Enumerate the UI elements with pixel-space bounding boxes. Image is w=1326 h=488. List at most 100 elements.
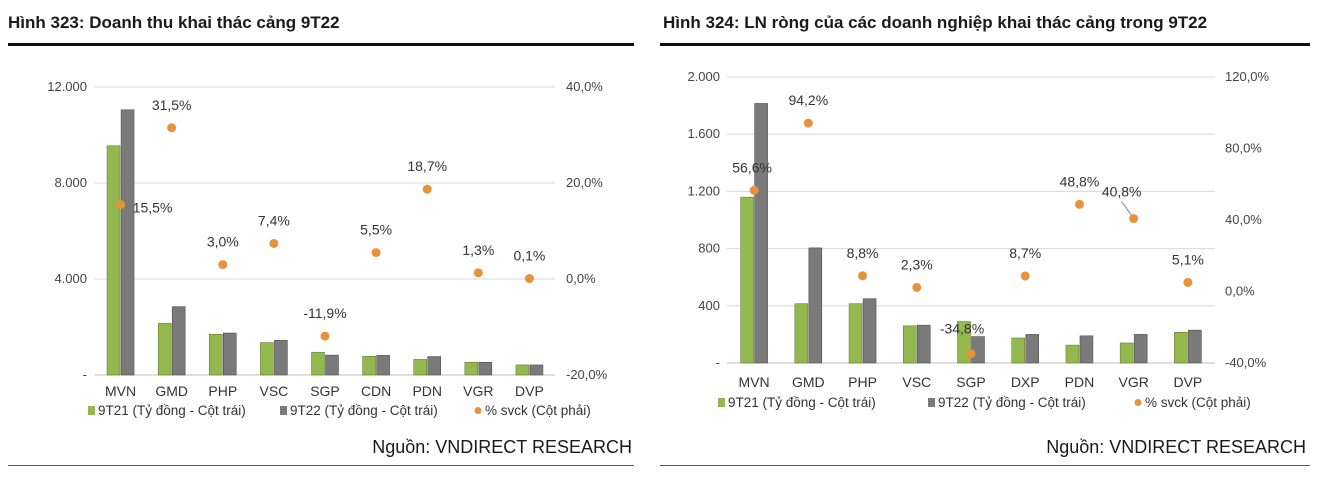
y-left-tick-label: 12.000 <box>47 79 87 94</box>
bar-9t21 <box>311 351 325 376</box>
chart-panel-net-profit: Hình 324: LN ròng của các doanh nghiệp k… <box>655 0 1326 488</box>
legend-label-9t22: 9T22 (Tỷ đồng - Cột trái) <box>938 395 1086 410</box>
growth-data-label: 48,8% <box>1060 173 1100 189</box>
x-category-label: DXP <box>1011 374 1040 390</box>
growth-data-label: 18,7% <box>407 158 447 174</box>
x-category-label: SGP <box>310 383 340 399</box>
bar-9t22 <box>325 354 339 376</box>
growth-point <box>473 268 483 278</box>
growth-point <box>1183 277 1193 287</box>
growth-data-label: -34,8% <box>940 321 984 337</box>
bar-9t22 <box>171 306 186 376</box>
y-right-tick-label: 40,0% <box>1225 212 1262 227</box>
bar-9t21 <box>464 362 479 376</box>
bar-9t22 <box>971 336 985 364</box>
chart-panel-revenue: Hình 323: Doanh thu khai thác cảng 9T22 … <box>0 0 650 488</box>
growth-point <box>116 200 126 210</box>
footer-rule <box>8 465 634 466</box>
bar-9t21 <box>794 303 809 364</box>
y-right-tick-label: -20,0% <box>566 367 608 382</box>
chart-title: Hình 324: LN ròng của các doanh nghiệp k… <box>663 13 1208 32</box>
growth-data-label: 3,0% <box>207 234 239 250</box>
growth-data-label: 5,5% <box>360 222 392 238</box>
growth-point <box>966 349 976 359</box>
legend-label-9t21: 9T21 (Tỷ đồng - Cột trái) <box>728 395 876 410</box>
growth-point <box>218 260 228 270</box>
bar-9t22 <box>1079 335 1094 364</box>
bar-9t22 <box>274 339 288 376</box>
x-category-label: DVP <box>515 383 544 399</box>
title-rule <box>8 43 634 46</box>
x-category-label: PHP <box>848 374 877 390</box>
x-category-label: VSC <box>902 374 931 390</box>
growth-point <box>320 331 330 341</box>
bar-9t21 <box>209 333 223 376</box>
growth-point <box>1129 214 1139 224</box>
legend-swatch-9t21 <box>88 406 95 415</box>
bar-9t21 <box>413 359 427 376</box>
data-label-leader <box>1121 201 1133 216</box>
bar-9t22 <box>808 247 823 364</box>
bar-9t22 <box>376 355 390 376</box>
y-right-tick-label: 20,0% <box>566 175 603 190</box>
y-right-tick-label: 0,0% <box>1225 284 1255 299</box>
x-category-label: PHP <box>208 383 237 399</box>
y-left-tick-label: 1.200 <box>687 183 720 198</box>
growth-data-label: -11,9% <box>303 305 346 321</box>
growth-data-label: 5,1% <box>1172 251 1204 267</box>
growth-data-label: 7,4% <box>258 212 290 228</box>
legend-swatch-growth <box>1134 399 1142 406</box>
bar-9t21 <box>1174 332 1188 364</box>
x-category-label: CDN <box>361 383 391 399</box>
y-left-tick-label: - <box>716 355 720 370</box>
bar-9t21 <box>362 356 376 376</box>
legend-label-growth: % svck (Cột phải) <box>485 403 591 418</box>
growth-data-label: 8,7% <box>1009 245 1041 261</box>
growth-point <box>524 274 534 284</box>
x-category-label: PDN <box>1065 374 1095 390</box>
y-right-tick-label: 0,0% <box>566 271 596 286</box>
legend-swatch-9t22 <box>280 406 287 415</box>
x-category-label: VSC <box>259 383 288 399</box>
bar-9t21 <box>1119 342 1134 364</box>
x-category-label: MVN <box>739 374 770 390</box>
chart-title: Hình 323: Doanh thu khai thác cảng 9T22 <box>8 13 340 32</box>
y-right-tick-label: 40,0% <box>566 79 603 94</box>
growth-point <box>912 282 922 292</box>
growth-data-label: 8,8% <box>847 245 879 261</box>
legend-label-9t21: 9T21 (Tỷ đồng - Cột trái) <box>98 403 246 418</box>
bar-9t21 <box>740 196 754 364</box>
growth-data-label: 0,1% <box>513 248 545 264</box>
y-right-tick-label: 120,0% <box>1225 69 1270 84</box>
bar-9t22 <box>427 356 441 376</box>
growth-point <box>371 248 381 258</box>
x-category-label: MVN <box>105 383 136 399</box>
legend-label-9t22: 9T22 (Tỷ đồng - Cột trái) <box>290 403 438 418</box>
bar-9t21 <box>903 325 917 364</box>
bar-9t22 <box>120 109 135 376</box>
x-category-label: VGR <box>463 383 493 399</box>
bar-9t21 <box>260 342 274 376</box>
net-profit-chart: - 400 800 1.200 1.600 2.000 -40,0% 0,0% 40,0% 80,… <box>687 69 1270 410</box>
growth-data-label: 15,5% <box>133 200 173 216</box>
bar-9t22 <box>1188 329 1202 364</box>
bar-9t22 <box>223 332 237 376</box>
growth-point <box>858 271 868 281</box>
growth-data-label: 94,2% <box>788 92 828 108</box>
growth-data-label: 2,3% <box>901 256 933 272</box>
growth-point <box>1074 199 1084 209</box>
bar-9t22 <box>754 103 768 364</box>
growth-point <box>1020 271 1030 281</box>
x-category-label: VGR <box>1118 374 1148 390</box>
bar-9t21 <box>1065 344 1080 364</box>
y-left-tick-label: 8.000 <box>54 175 87 190</box>
bar-9t21 <box>1011 337 1025 364</box>
growth-data-label: 31,5% <box>152 97 192 113</box>
growth-data-label: 40,8% <box>1102 184 1142 200</box>
growth-data-label: 1,3% <box>462 242 494 258</box>
x-category-label: PDN <box>412 383 442 399</box>
legend-label-growth: % svck (Cột phải) <box>1145 395 1251 410</box>
y-left-tick-label: - <box>83 367 87 382</box>
source-note: Nguồn: VNDIRECT RESEARCH <box>372 437 632 457</box>
bar-9t22 <box>1133 334 1148 364</box>
